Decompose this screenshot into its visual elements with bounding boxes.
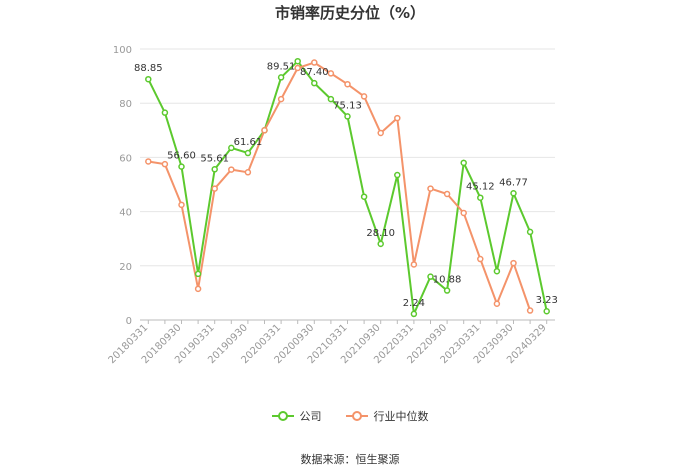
data-point-s0-20230630 <box>493 267 501 275</box>
data-point-s1-20210630 <box>360 93 368 100</box>
data-point-s0-20190630 <box>228 144 235 152</box>
data-point-s1-20230930 <box>510 259 517 267</box>
data-point-s1-20220331 <box>410 261 418 268</box>
data-point-s0-20220930 <box>443 287 451 294</box>
data-point-s0-20230930 <box>510 190 517 197</box>
data-point-s0-20220630 <box>427 273 434 280</box>
data-point-s1-20210930 <box>377 129 384 137</box>
data-point-s1-20201231 <box>327 70 335 77</box>
data-point-s1-20200930 <box>311 59 318 66</box>
legend-label-company: 公司 <box>299 410 322 423</box>
data-label-20190930: 61.61 <box>234 137 263 148</box>
data-label-20210331: 75.13 <box>333 100 362 111</box>
data-point-s0-20210930 <box>377 240 384 248</box>
data-point-s0-20221231 <box>460 159 467 167</box>
series-line-1 <box>148 61 532 311</box>
data-label-20210930: 28.10 <box>366 228 395 239</box>
data-point-s0-20201231 <box>327 95 335 103</box>
data-point-s0-20180331 <box>145 75 152 83</box>
data-label-20230930: 46.77 <box>499 177 528 188</box>
data-point-s0-20210331 <box>344 113 351 120</box>
legend-label-industry-median: 行业中位数 <box>373 410 429 423</box>
data-point-s0-20200930 <box>311 79 318 87</box>
data-label-20220930: 10.88 <box>433 275 462 286</box>
data-label-20190331: 55.61 <box>200 153 229 164</box>
data-point-s0-20210630 <box>360 193 368 200</box>
data-point-s1-20230630 <box>493 300 501 307</box>
data-point-s1-20220630 <box>427 185 434 192</box>
data-point-s1-20180630 <box>161 160 169 168</box>
y-tick-label-80: 80 <box>119 99 132 110</box>
legend: 公司 行业中位数 <box>0 408 700 424</box>
legend-item-company[interactable]: 公司 <box>271 408 322 424</box>
data-label-20180930: 56.60 <box>167 151 196 162</box>
y-tick-label-0: 0 <box>126 316 132 327</box>
data-point-s0-20240329 <box>543 307 550 315</box>
data-point-s1-20191231 <box>261 127 268 134</box>
data-point-s1-20200630 <box>294 64 301 72</box>
data-point-s1-20200331 <box>277 95 285 103</box>
chart-title: 市销率历史分位（%） <box>274 4 426 22</box>
data-labels: 88.85 56.60 55.61 61.61 89.51 87.40 75.13 28.10… <box>134 61 558 309</box>
data-point-s0-20220331 <box>410 310 418 318</box>
data-label-20200930: 87.40 <box>300 67 329 78</box>
x-axis: 2018033120180930201903312019093020200331… <box>107 319 555 366</box>
data-label-20230331: 45.12 <box>466 182 495 193</box>
data-label-20200331: 89.51 <box>267 61 296 72</box>
y-tick-label-60: 60 <box>119 153 132 164</box>
data-point-s0-20200630 <box>294 57 301 65</box>
data-point-s1-20190630 <box>228 166 235 173</box>
data-point-s1-20190331 <box>211 185 218 192</box>
legend-swatch-company <box>271 411 294 421</box>
data-point-s1-20231231 <box>526 307 534 314</box>
data-point-s1-20180331 <box>145 158 152 165</box>
data-point-s0-20230331 <box>477 194 484 201</box>
series-points <box>145 57 550 318</box>
data-source-note: 数据来源：恒生聚源 <box>300 453 400 466</box>
data-label-20240329: 3.23 <box>536 295 558 306</box>
y-tick-label-40: 40 <box>119 208 132 219</box>
data-point-s0-20211231 <box>394 171 401 179</box>
data-point-s1-20180930 <box>178 201 185 209</box>
y-axis-tick-labels: 0 20 40 60 80 100 <box>113 45 132 327</box>
legend-swatch-industry-median <box>345 411 368 421</box>
data-point-s1-20210331 <box>344 80 351 88</box>
data-point-s1-20190930 <box>244 169 252 176</box>
legend-item-industry-median[interactable]: 行业中位数 <box>345 408 429 424</box>
y-tick-label-100: 100 <box>113 45 132 56</box>
data-point-s1-20181231 <box>194 285 202 293</box>
data-point-s1-20211231 <box>394 114 401 122</box>
data-point-s1-20230331 <box>477 255 484 263</box>
data-label-20180331: 88.85 <box>134 63 163 74</box>
data-point-s1-20220930 <box>443 190 451 198</box>
data-point-s1-20221231 <box>460 209 467 217</box>
data-point-s0-20181231 <box>194 270 202 278</box>
data-label-20220331: 2.24 <box>403 298 425 309</box>
data-point-s0-20180630 <box>161 109 169 116</box>
data-point-s0-20200331 <box>277 74 285 81</box>
data-point-s0-20231231 <box>526 228 534 236</box>
data-point-s0-20180930 <box>178 163 185 170</box>
data-point-s0-20190930 <box>244 149 252 157</box>
y-tick-label-20: 20 <box>119 262 132 273</box>
data-point-s0-20190331 <box>211 166 218 173</box>
